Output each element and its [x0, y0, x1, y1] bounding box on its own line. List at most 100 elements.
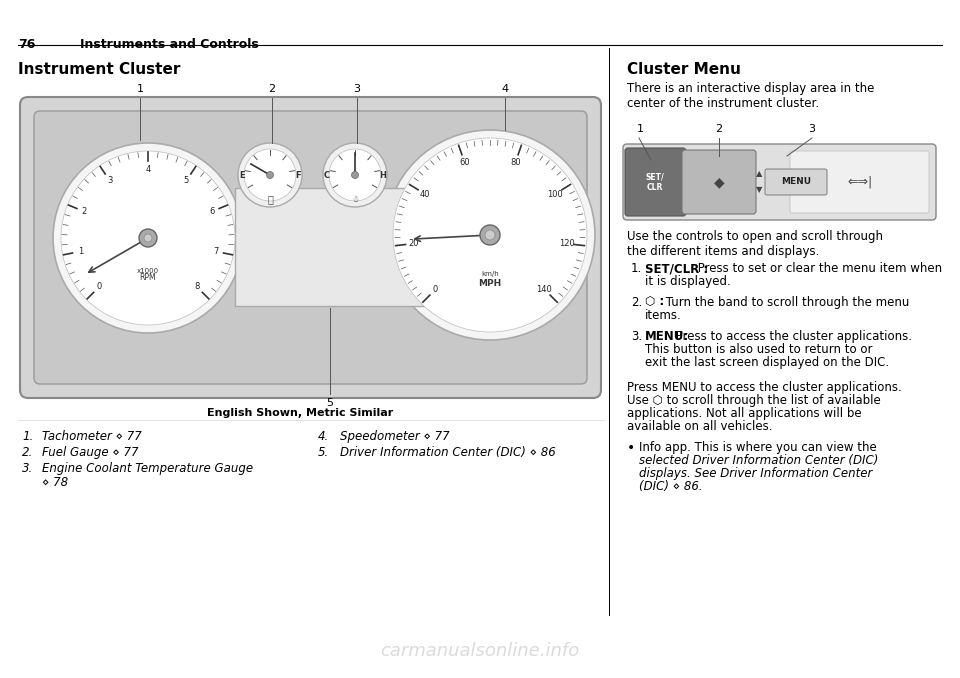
Text: 3.: 3. [22, 462, 34, 475]
Circle shape [351, 172, 358, 178]
Text: 1.: 1. [631, 262, 642, 275]
Text: ⇐⇒|: ⇐⇒| [847, 176, 873, 188]
Text: E: E [239, 170, 245, 180]
Text: exit the last screen displayed on the DIC.: exit the last screen displayed on the DI… [645, 356, 889, 369]
Text: applications. Not all applications will be: applications. Not all applications will … [627, 407, 862, 420]
Text: 6: 6 [209, 207, 214, 216]
Text: Driver Information Center (DIC) ⋄ 86: Driver Information Center (DIC) ⋄ 86 [340, 446, 556, 459]
Text: Press to access the cluster applications.: Press to access the cluster applications… [673, 330, 913, 343]
Text: selected Driver Information Center (DIC): selected Driver Information Center (DIC) [639, 454, 878, 467]
FancyBboxPatch shape [790, 151, 929, 213]
Text: available on all vehicles.: available on all vehicles. [627, 420, 773, 433]
Text: SET/
CLR: SET/ CLR [646, 172, 664, 192]
Circle shape [480, 225, 500, 245]
Text: 8: 8 [194, 282, 200, 292]
Text: ▲: ▲ [756, 170, 762, 178]
Circle shape [238, 143, 302, 207]
Circle shape [485, 230, 495, 240]
Text: 3: 3 [353, 84, 361, 94]
Text: 140: 140 [537, 285, 552, 294]
Circle shape [385, 130, 595, 340]
Text: MENU:: MENU: [645, 330, 689, 343]
FancyBboxPatch shape [20, 97, 601, 398]
Text: 2: 2 [269, 84, 276, 94]
Text: 1: 1 [136, 84, 143, 94]
FancyBboxPatch shape [765, 169, 827, 195]
Text: carmanualsonline.info: carmanualsonline.info [380, 642, 580, 660]
Text: Press to set or clear the menu item when: Press to set or clear the menu item when [694, 262, 943, 275]
Text: 5: 5 [183, 176, 189, 185]
Text: Press MENU to access the cluster applications.: Press MENU to access the cluster applica… [627, 381, 901, 394]
Text: 4: 4 [145, 165, 151, 174]
Text: 20: 20 [408, 239, 419, 248]
Text: 5: 5 [326, 398, 333, 408]
FancyBboxPatch shape [682, 150, 756, 214]
Text: 3.: 3. [631, 330, 642, 343]
Text: 2: 2 [715, 124, 723, 134]
Text: 3: 3 [107, 176, 112, 185]
Text: ⛽: ⛽ [267, 194, 273, 204]
Text: 0: 0 [433, 285, 438, 294]
Text: 80: 80 [510, 158, 520, 167]
Text: 7: 7 [213, 247, 218, 256]
Text: 1: 1 [637, 124, 644, 134]
Circle shape [61, 151, 235, 325]
Text: H: H [379, 170, 387, 180]
Text: Info app. This is where you can view the: Info app. This is where you can view the [639, 441, 876, 454]
Text: SET/CLR :: SET/CLR : [645, 262, 708, 275]
Text: Instruments and Controls: Instruments and Controls [80, 38, 259, 51]
Text: 1: 1 [78, 247, 83, 256]
Text: items.: items. [645, 309, 682, 322]
Text: 76: 76 [18, 38, 36, 51]
Circle shape [53, 143, 243, 333]
Text: 40: 40 [420, 190, 430, 199]
Text: Speedometer ⋄ 77: Speedometer ⋄ 77 [340, 430, 449, 443]
Circle shape [244, 149, 296, 201]
Text: C: C [324, 170, 330, 180]
FancyBboxPatch shape [625, 148, 686, 216]
Text: 5.: 5. [318, 446, 329, 459]
Text: ▼: ▼ [756, 186, 762, 195]
Text: x1000: x1000 [137, 268, 159, 274]
Text: Tachometer ⋄ 77: Tachometer ⋄ 77 [42, 430, 142, 443]
FancyBboxPatch shape [623, 144, 936, 220]
Text: 1.: 1. [22, 430, 34, 443]
Text: ⬡ :: ⬡ : [645, 296, 664, 309]
Text: MENU: MENU [780, 178, 811, 186]
Text: ◆: ◆ [713, 175, 724, 189]
Text: 100: 100 [547, 190, 564, 199]
Text: 4.: 4. [318, 430, 329, 443]
Text: Instrument Cluster: Instrument Cluster [18, 62, 180, 77]
Text: 120: 120 [559, 239, 574, 248]
Text: This button is also used to return to or: This button is also used to return to or [645, 343, 873, 356]
FancyBboxPatch shape [34, 111, 587, 384]
Text: 3: 3 [808, 124, 815, 134]
Circle shape [329, 149, 381, 201]
Text: ☃: ☃ [351, 195, 359, 203]
Text: •: • [627, 441, 636, 455]
Text: ⋄ 78: ⋄ 78 [42, 476, 68, 489]
Text: 0: 0 [97, 282, 102, 292]
Text: 2: 2 [82, 207, 86, 216]
Text: Use the controls to open and scroll through
the different items and displays.: Use the controls to open and scroll thro… [627, 230, 883, 258]
Circle shape [144, 234, 152, 242]
Text: 2.: 2. [22, 446, 34, 459]
Circle shape [323, 143, 387, 207]
Text: (DIC) ⋄ 86.: (DIC) ⋄ 86. [639, 480, 703, 493]
Text: MPH: MPH [478, 279, 502, 287]
Text: 4: 4 [501, 84, 509, 94]
Circle shape [267, 172, 274, 178]
Text: Turn the band to scroll through the menu: Turn the band to scroll through the menu [661, 296, 909, 309]
Text: km/h: km/h [481, 271, 499, 277]
Text: Cluster Menu: Cluster Menu [627, 62, 741, 77]
Text: displays. See Driver Information Center: displays. See Driver Information Center [639, 467, 873, 480]
Text: English Shown, Metric Similar: English Shown, Metric Similar [206, 408, 394, 418]
Text: Use ⬡ to scroll through the list of available: Use ⬡ to scroll through the list of avai… [627, 394, 880, 407]
FancyBboxPatch shape [235, 188, 430, 306]
Circle shape [139, 229, 157, 247]
Text: it is displayed.: it is displayed. [645, 275, 731, 288]
Text: F: F [295, 170, 300, 180]
Text: 2.: 2. [631, 296, 642, 309]
Text: There is an interactive display area in the
center of the instrument cluster.: There is an interactive display area in … [627, 82, 875, 110]
Text: Engine Coolant Temperature Gauge: Engine Coolant Temperature Gauge [42, 462, 253, 475]
